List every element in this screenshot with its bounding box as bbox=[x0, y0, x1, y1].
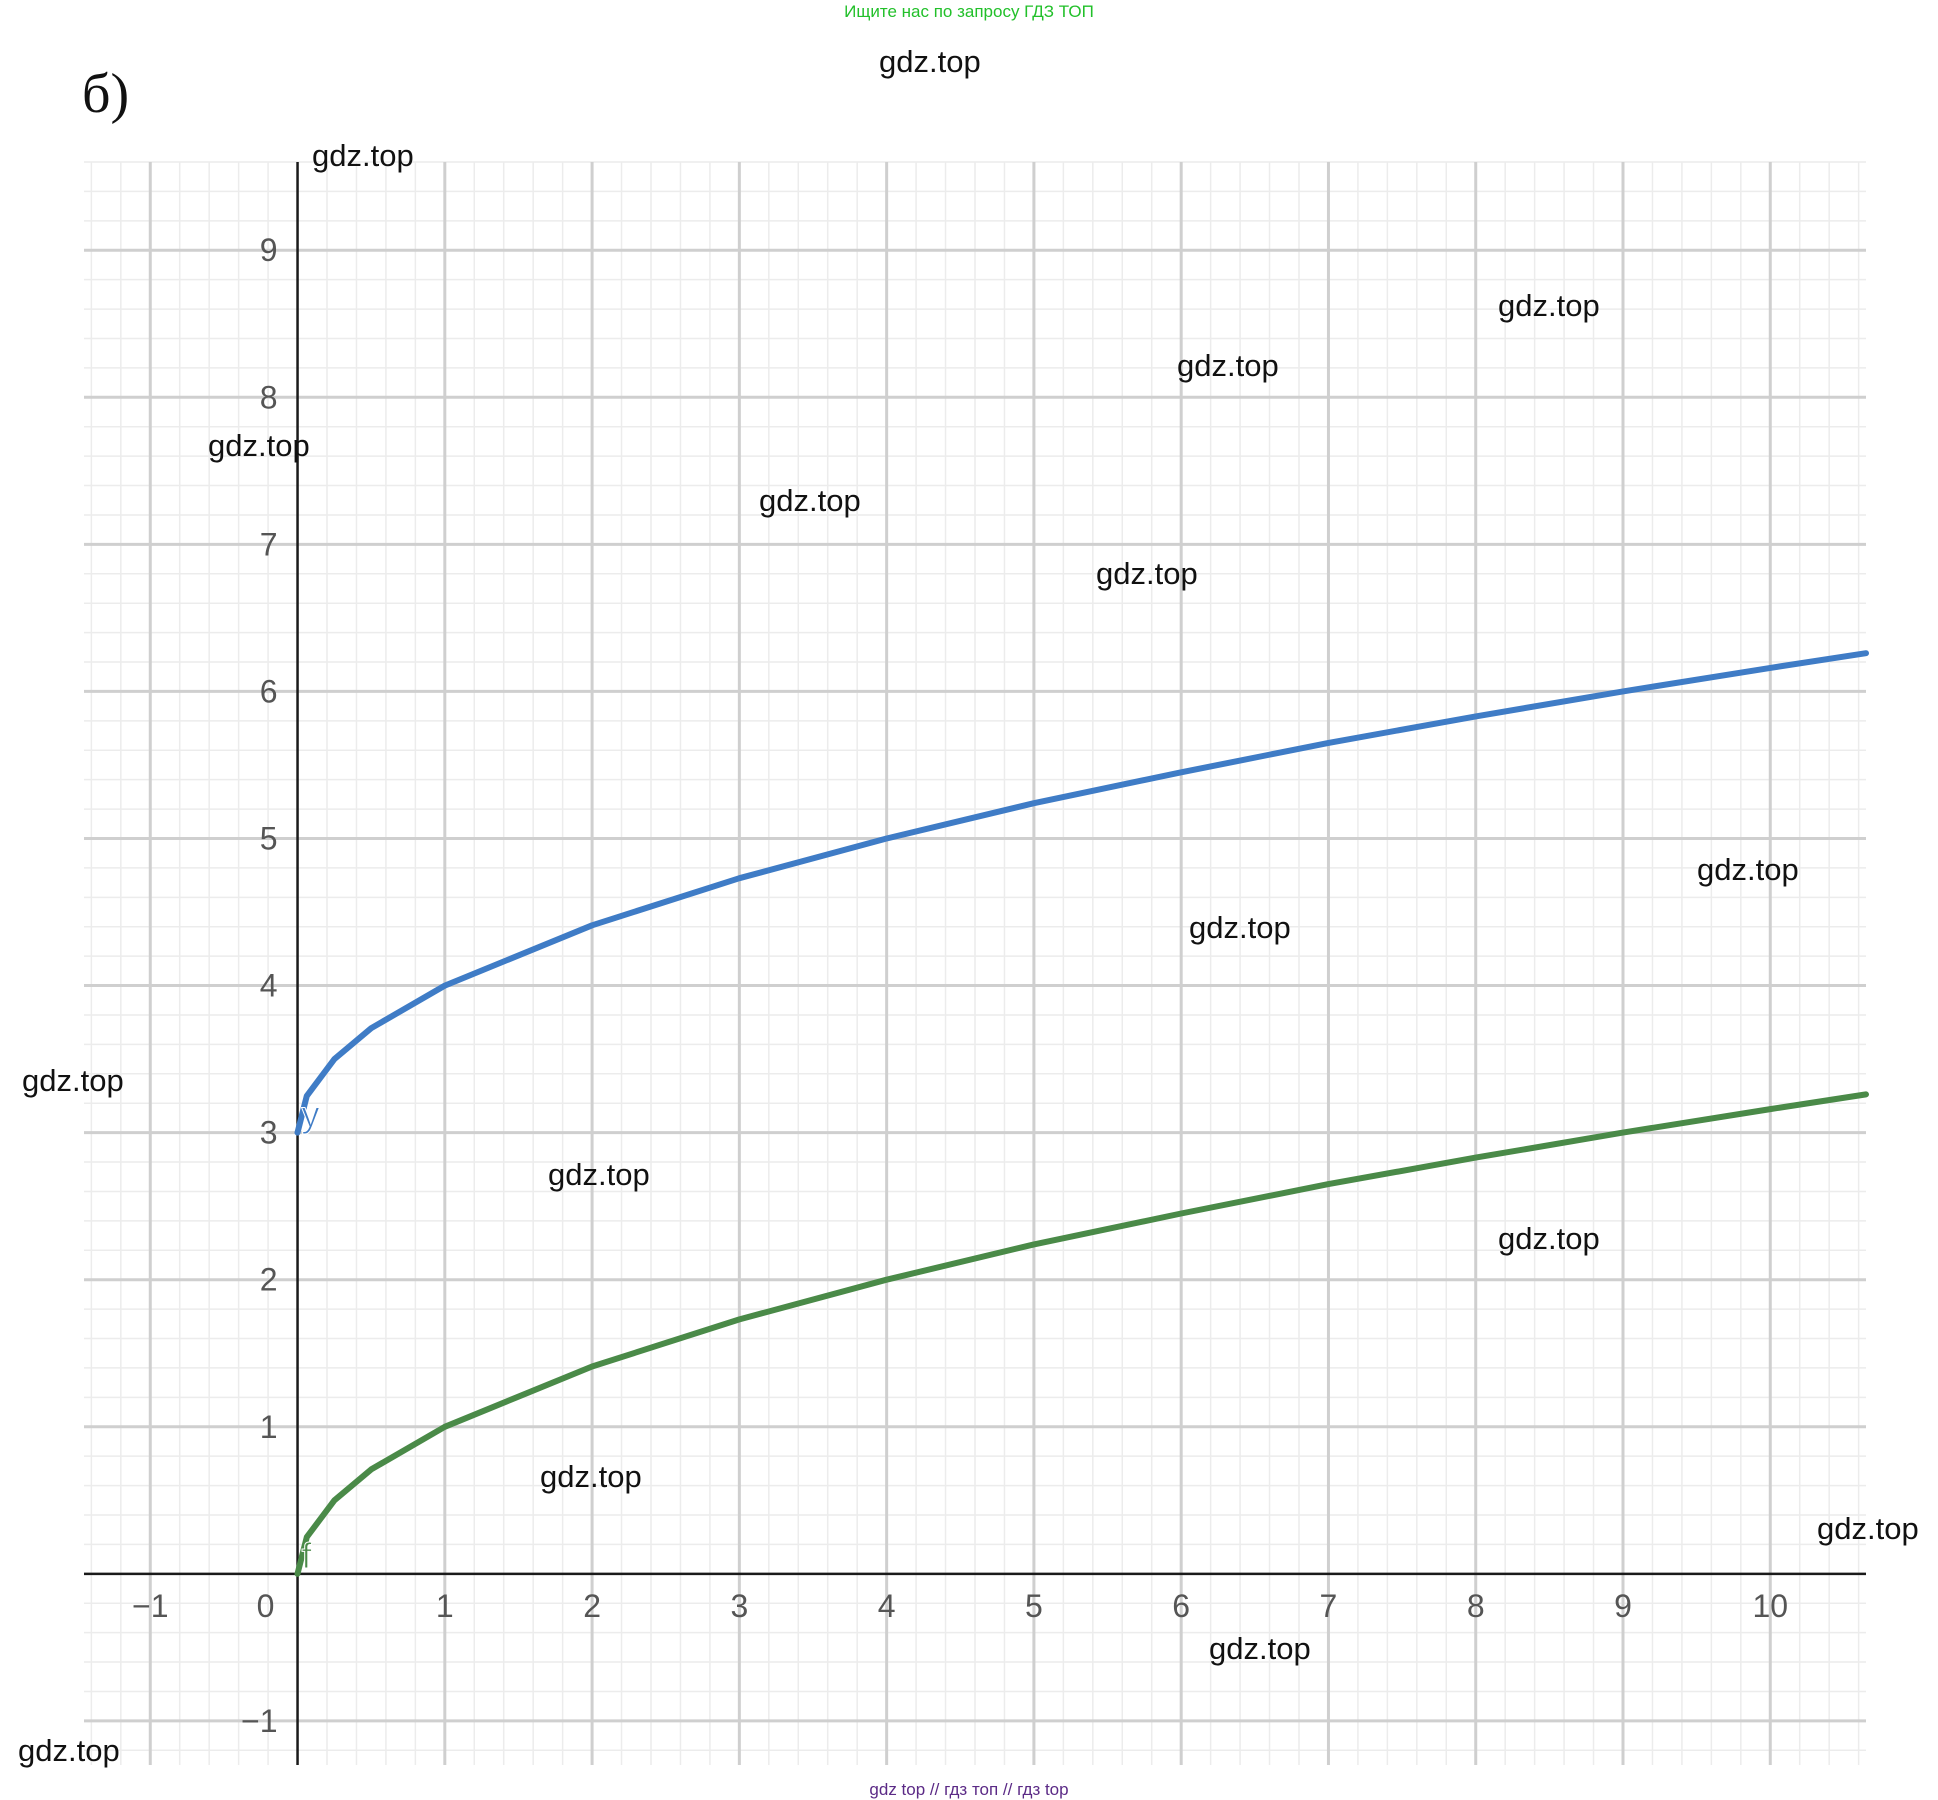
watermark: gdz.top bbox=[879, 44, 981, 80]
minor-grid bbox=[84, 162, 1866, 1765]
x-tick-label: 6 bbox=[1172, 1588, 1190, 1624]
y-tick-label: 6 bbox=[260, 673, 278, 709]
y-tick-label: 5 bbox=[260, 820, 278, 856]
y-tick-label: 3 bbox=[260, 1115, 278, 1151]
watermark: gdz.top bbox=[1209, 1631, 1311, 1667]
watermark: gdz.top bbox=[759, 483, 861, 519]
curve-label-y: y bbox=[302, 1094, 320, 1135]
watermark: gdz.top bbox=[548, 1157, 650, 1193]
watermark: gdz.top bbox=[22, 1063, 124, 1099]
x-tick-label: 5 bbox=[1025, 1588, 1043, 1624]
x-tick-label: 9 bbox=[1614, 1588, 1632, 1624]
x-tick-label: 2 bbox=[583, 1588, 601, 1624]
y-tick-label: 7 bbox=[260, 526, 278, 562]
watermark: gdz.top bbox=[312, 138, 414, 174]
watermark: gdz.top bbox=[540, 1459, 642, 1495]
y-tick-label: 4 bbox=[260, 968, 278, 1004]
watermark: gdz.top bbox=[1177, 348, 1279, 384]
watermark: gdz.top bbox=[1096, 556, 1198, 592]
x-tick-label: −1 bbox=[132, 1588, 168, 1624]
x-tick-label: 4 bbox=[878, 1588, 896, 1624]
x-tick-label: 0 bbox=[257, 1588, 275, 1624]
footer-links: gdz top // гдз топ // гдз top bbox=[0, 1780, 1938, 1800]
watermark: gdz.top bbox=[1697, 852, 1799, 888]
watermark: gdz.top bbox=[1498, 1221, 1600, 1257]
y-tick-label: 8 bbox=[260, 379, 278, 415]
y-tick-label: −1 bbox=[241, 1703, 277, 1739]
x-tick-label: 1 bbox=[436, 1588, 454, 1624]
watermark: gdz.top bbox=[1817, 1511, 1919, 1547]
watermark: gdz.top bbox=[1498, 288, 1600, 324]
y-tick-label: 9 bbox=[260, 232, 278, 268]
x-tick-label: 10 bbox=[1752, 1588, 1788, 1624]
y-tick-label: 2 bbox=[260, 1262, 278, 1298]
x-tick-label: 7 bbox=[1320, 1588, 1338, 1624]
x-tick-label: 8 bbox=[1467, 1588, 1485, 1624]
x-tick-label: 3 bbox=[730, 1588, 748, 1624]
curve-label-f: f bbox=[302, 1535, 313, 1576]
watermark: gdz.top bbox=[18, 1733, 120, 1769]
watermark: gdz.top bbox=[208, 428, 310, 464]
watermark: gdz.top bbox=[1189, 910, 1291, 946]
y-tick-label: 1 bbox=[260, 1409, 278, 1445]
